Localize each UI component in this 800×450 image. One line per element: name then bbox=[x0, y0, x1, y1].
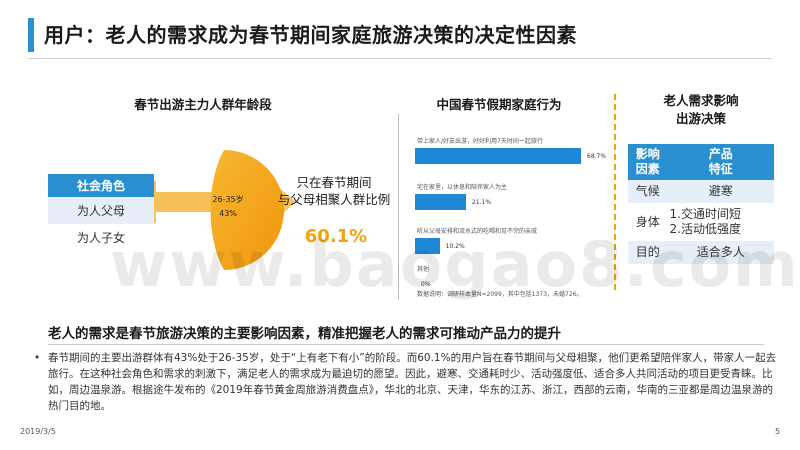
body-text: 春节期间的主要出游群体有43%处于26-35岁，处于“上有老下有小”的阶段。而6… bbox=[48, 352, 777, 412]
section-divider bbox=[614, 94, 616, 290]
conclusion-heading: 老人的需求是春节旅游决策的主要影响因素，精准把握老人的需求可推动产品力的提升 bbox=[48, 326, 561, 342]
age-pie-arrow-graphic: 26-35岁 43% bbox=[130, 140, 300, 280]
bar-label: 带上家人/好友出游，好好利用7天时间一起旅行 bbox=[417, 138, 543, 145]
page-number: 5 bbox=[775, 427, 781, 436]
influence-heading-text: 老人需求影响 出游决策 bbox=[663, 93, 739, 126]
bar bbox=[415, 148, 581, 164]
footer-date: 2019/3/5 bbox=[20, 427, 56, 436]
reunion-percent: 60.1% bbox=[304, 226, 368, 247]
influence-row: 气候 避寒 bbox=[628, 180, 774, 203]
pie-percent: 43% bbox=[219, 209, 237, 218]
title-accent-bar bbox=[28, 18, 34, 52]
influence-factor: 身体 bbox=[635, 214, 660, 229]
watermark: www.baogao8.com bbox=[110, 228, 800, 301]
influence-header-factor: 影响 因素 bbox=[628, 144, 668, 180]
influence-feature: 适合多人 bbox=[667, 241, 774, 264]
page-title: 用户：老人的需求成为春节期间家庭旅游决策的决定性因素 bbox=[44, 23, 577, 47]
influence-feature: 避寒 bbox=[667, 180, 774, 203]
behavior-section-heading: 中国春节假期家庭行为 bbox=[436, 97, 562, 112]
behavior-bar-chart: 数据说明：调研样本量N=2099，其中包括1373，未婚726。 带上家人/好友… bbox=[398, 114, 613, 300]
bar-label: 听从父母安排和流水式的吃喝和见不完的亲戚 bbox=[417, 228, 538, 235]
conclusion-divider bbox=[48, 344, 764, 345]
title-divider bbox=[28, 58, 772, 59]
influence-feature: 1.交通时间短 2.活动低强度 bbox=[669, 207, 741, 236]
bar-chart-note: 数据说明：调研样本量N=2099，其中包括1373，未婚726。 bbox=[417, 291, 583, 298]
age-section-heading: 春节出游主力人群年龄段 bbox=[134, 97, 272, 112]
social-role-list: 社会角色 为人父母 为人子女 bbox=[48, 174, 154, 251]
bar-value-label: 10.2% bbox=[445, 243, 465, 250]
bar bbox=[415, 194, 466, 210]
role-item-children: 为人子女 bbox=[76, 231, 125, 245]
influence-factor: 气候 bbox=[628, 180, 668, 203]
bar-value-label: 68.7% bbox=[587, 153, 607, 160]
pie-slice-26-35 bbox=[210, 150, 284, 270]
influence-heading: 老人需求影响 出游决策 bbox=[630, 92, 772, 128]
social-role-header: 社会角色 bbox=[48, 174, 154, 197]
influence-table: 影响 因素 产品 特征 气候 避寒 身体 1.交通时间短 2.活动低强度 目的 适合多… bbox=[628, 144, 774, 264]
influence-row: 身体 1.交通时间短 2.活动低强度 bbox=[628, 203, 774, 241]
influence-header-feature: 产品 特征 bbox=[667, 144, 774, 180]
pie-label: 26-35岁 bbox=[212, 194, 243, 204]
reunion-text: 只在春节期间 与父母相聚人群比例 bbox=[266, 174, 402, 208]
bar-label: 宅在家里，以休息和陪伴家人为主 bbox=[417, 184, 508, 191]
bar-value-label: 0% bbox=[421, 281, 431, 288]
age-pie-chart: 26-35岁 43% bbox=[130, 150, 296, 270]
role-item-parents: 为人父母 bbox=[48, 197, 154, 224]
reunion-text-content: 只在春节期间 与父母相聚人群比例 bbox=[277, 175, 391, 207]
body-paragraph: • 春节期间的主要出游群体有43%处于26-35岁，处于“上有老下有小”的阶段。… bbox=[34, 350, 778, 414]
influence-factor: 目的 bbox=[628, 241, 668, 264]
bar-label: 其他 bbox=[417, 266, 430, 273]
bullet-icon: • bbox=[34, 352, 41, 364]
bar bbox=[415, 238, 440, 254]
bar-value-label: 21.1% bbox=[471, 199, 492, 206]
influence-row: 目的 适合多人 bbox=[628, 241, 774, 264]
